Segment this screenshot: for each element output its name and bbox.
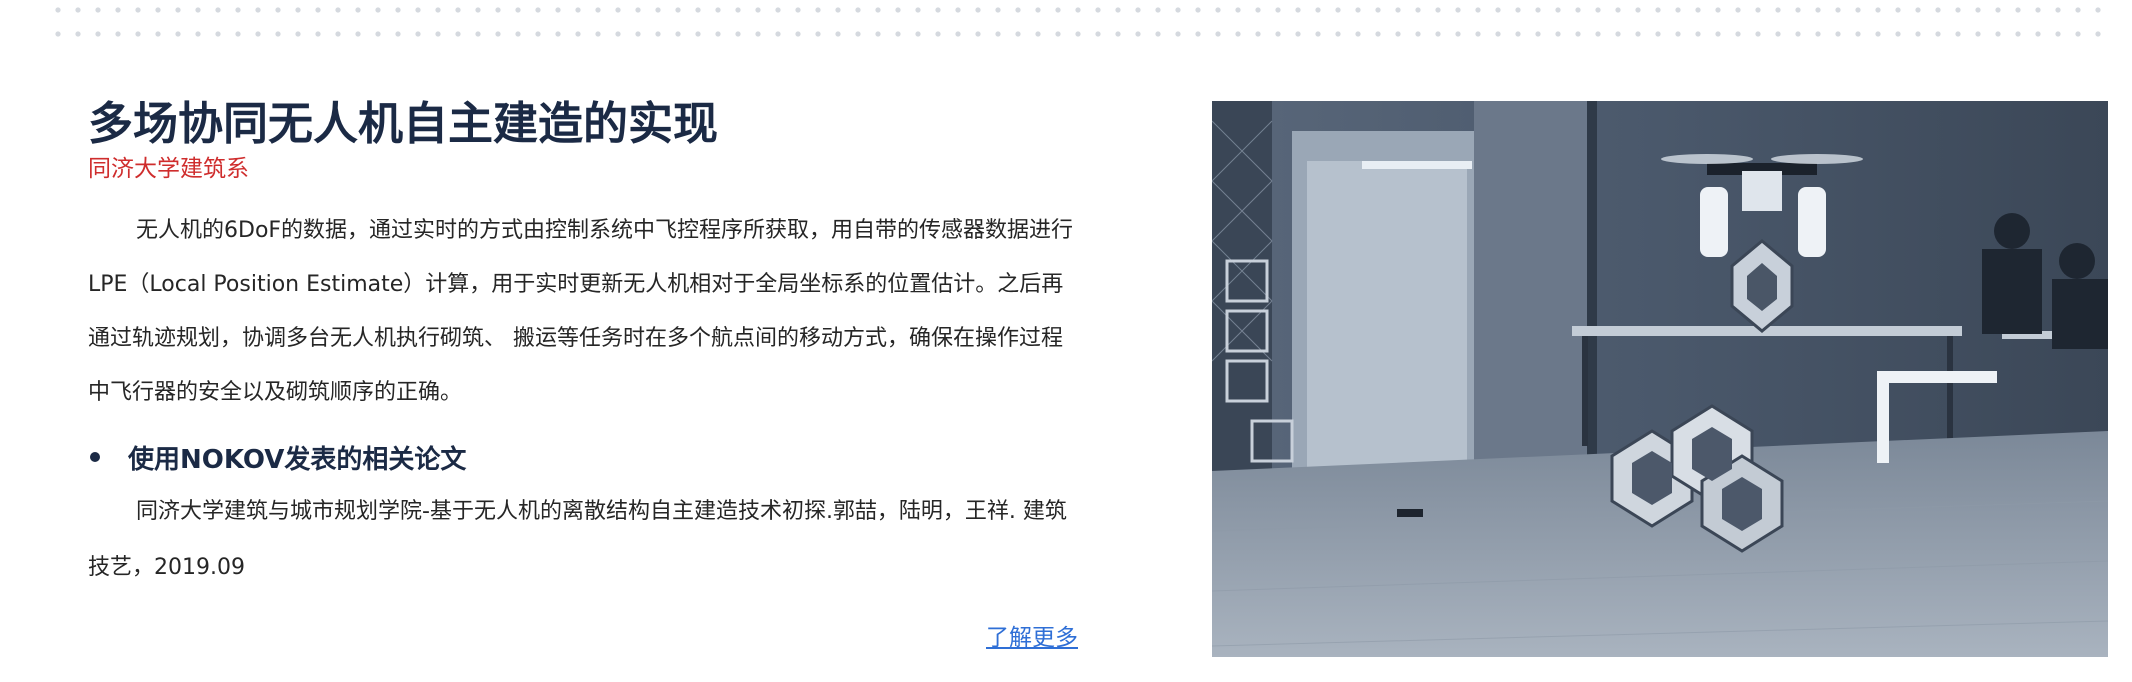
description-paragraph: 无人机的6DoF的数据，通过实时的方式由控制系统中飞控程序所获取，用自带的传感器…: [88, 218, 1074, 405]
papers-bullet: 使用NOKOV发表的相关论文: [88, 430, 1088, 484]
drone-construction-photo: [1212, 101, 2108, 657]
papers-heading: 使用NOKOV发表的相关论文: [128, 444, 467, 475]
institution-subtitle: 同济大学建筑系: [88, 156, 249, 182]
page-title: 多场协同无人机自主建造的实现: [88, 97, 719, 150]
photo-illustration: [1212, 101, 2108, 657]
bullet-dot-icon: [90, 452, 100, 462]
dotted-header-decoration: [48, 0, 2108, 52]
article: 多场协同无人机自主建造的实现 同济大学建筑系 无人机的6DoF的数据，通过实时的…: [88, 94, 1088, 596]
learn-more-link[interactable]: 了解更多: [986, 625, 1078, 651]
citation-paragraph: 同济大学建筑与城市规划学院-基于无人机的离散结构自主建造技术初探.郭喆，陆明，王…: [88, 499, 1067, 580]
